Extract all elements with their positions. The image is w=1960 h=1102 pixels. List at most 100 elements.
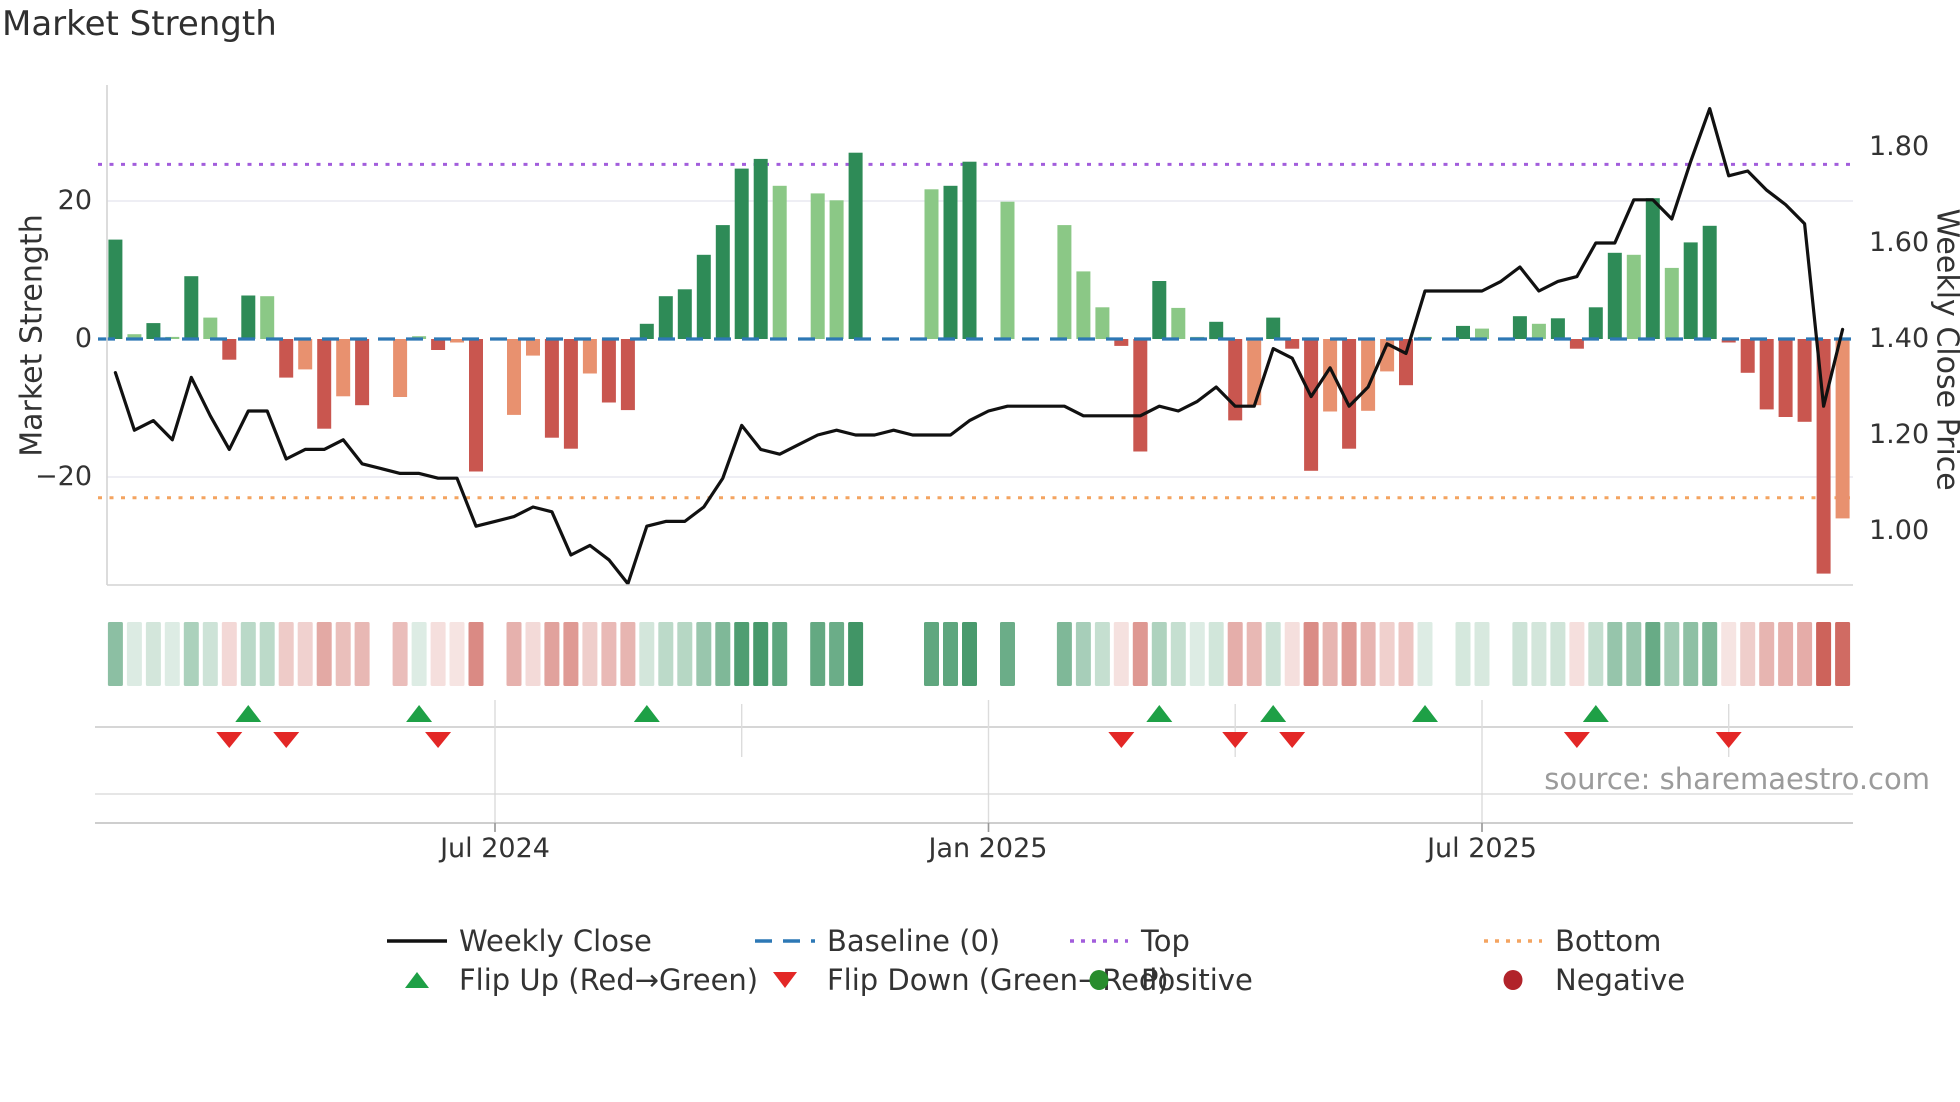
heatmap-cell bbox=[1246, 622, 1262, 686]
strength-bar bbox=[393, 339, 408, 397]
strength-bar bbox=[526, 339, 540, 356]
strength-bar bbox=[1683, 242, 1698, 339]
flip-down-triangle-icon bbox=[754, 969, 816, 991]
strength-bar bbox=[1152, 281, 1167, 339]
negative-dot-icon bbox=[1482, 969, 1544, 991]
heatmap-cell bbox=[164, 622, 180, 686]
strength-bar bbox=[1607, 252, 1622, 340]
strength-bar bbox=[1247, 339, 1262, 406]
heatmap-cell bbox=[354, 622, 370, 686]
flip-down-marker bbox=[1222, 732, 1249, 748]
strength-bar bbox=[469, 339, 483, 472]
strength-bar bbox=[1323, 339, 1338, 412]
strength-bar bbox=[146, 323, 161, 339]
strength-bar bbox=[962, 161, 977, 339]
flip-down-marker bbox=[1108, 732, 1135, 748]
heatmap-cell bbox=[145, 622, 161, 686]
positive-dot-icon bbox=[1068, 969, 1130, 991]
strength-bar bbox=[108, 239, 123, 339]
strength-bar bbox=[1626, 254, 1641, 339]
strength-bar bbox=[1702, 225, 1717, 339]
heatmap-cell bbox=[1645, 622, 1661, 686]
flip-up-marker bbox=[235, 705, 262, 722]
heatmap-cell bbox=[1721, 622, 1737, 686]
strength-bar bbox=[241, 295, 256, 339]
strength-bar bbox=[203, 317, 218, 339]
strength-bar bbox=[1304, 339, 1319, 471]
flip-up-triangle-icon bbox=[386, 969, 448, 991]
heatmap-cell bbox=[1151, 622, 1167, 686]
plot-spines bbox=[106, 85, 1853, 586]
baseline-dash-swatch bbox=[754, 930, 816, 952]
heatmap-cell bbox=[1740, 622, 1756, 686]
heatmap-cell bbox=[468, 622, 484, 686]
strength-bar bbox=[582, 339, 597, 374]
left-tick-20: 20 bbox=[57, 185, 92, 216]
heatmap-cell bbox=[620, 622, 636, 686]
source-credit: source: sharemaestro.com bbox=[1544, 762, 1930, 796]
strength-bars-layer bbox=[108, 152, 1850, 574]
heatmap-cell bbox=[1569, 622, 1585, 686]
strength-bar bbox=[829, 200, 844, 339]
weekly-close-line-swatch bbox=[386, 930, 448, 952]
heatmap-cell bbox=[183, 622, 199, 686]
flip-down-marker bbox=[273, 732, 300, 748]
legend-negative: Negative bbox=[1482, 963, 1685, 997]
strength-bar bbox=[1797, 339, 1812, 422]
legend-flip-up: Flip Up (Red→Green) bbox=[386, 963, 759, 997]
chart-title: Market Strength bbox=[2, 4, 277, 44]
heatmap-cell bbox=[1113, 622, 1129, 686]
strength-bar bbox=[1285, 339, 1300, 349]
heatmap-cell bbox=[810, 622, 826, 686]
date-tick-jul-2025: Jul 2025 bbox=[1427, 833, 1537, 864]
strength-bar bbox=[924, 189, 939, 339]
heatmap-cell bbox=[107, 622, 123, 686]
strength-bar bbox=[1228, 339, 1243, 421]
strength-bar bbox=[715, 225, 730, 339]
heatmap-cell bbox=[392, 622, 408, 686]
heatmap-cell bbox=[753, 622, 769, 686]
strength-bar bbox=[1266, 317, 1281, 339]
heatmap-cell bbox=[1474, 622, 1490, 686]
date-tick-jan-2025: Jan 2025 bbox=[928, 833, 1048, 864]
left-tick-0: 0 bbox=[74, 323, 92, 354]
heatmap-cell bbox=[1683, 622, 1699, 686]
strength-bar bbox=[1645, 198, 1660, 339]
legend-label: Flip Down (Green→Red) bbox=[827, 963, 1169, 997]
heatmap-cell bbox=[1303, 622, 1319, 686]
heatmap-cell bbox=[506, 622, 522, 686]
heatmap-cell bbox=[734, 622, 750, 686]
strength-bar bbox=[639, 323, 654, 339]
legend-weekly-close: Weekly Close bbox=[386, 924, 652, 958]
heatmap-cell bbox=[563, 622, 579, 686]
legend-label: Weekly Close bbox=[459, 924, 652, 958]
strength-bar bbox=[810, 193, 825, 339]
flip-up-marker bbox=[1260, 705, 1287, 722]
strength-bar bbox=[279, 339, 294, 378]
heatmap-cell bbox=[1227, 622, 1243, 686]
strength-bar bbox=[1588, 307, 1603, 339]
heatmap-cell bbox=[1379, 622, 1395, 686]
heatmap-cell bbox=[411, 622, 427, 686]
heatmap-cell bbox=[715, 622, 731, 686]
flip-down-marker bbox=[425, 732, 452, 748]
strength-bar bbox=[1057, 225, 1072, 339]
bottom-dotted-swatch bbox=[1482, 930, 1544, 952]
legend-label: Baseline (0) bbox=[827, 924, 1001, 958]
strength-bar bbox=[696, 254, 711, 339]
legend-label: Flip Up (Red→Green) bbox=[459, 963, 759, 997]
strength-bar bbox=[1475, 328, 1489, 339]
flip-markers-layer bbox=[95, 700, 1853, 831]
strength-bar bbox=[753, 158, 768, 339]
strength-bar bbox=[1721, 339, 1736, 343]
legend-flip-down: Flip Down (Green→Red) bbox=[754, 963, 1169, 997]
legend-label: Positive bbox=[1141, 963, 1253, 997]
strength-bar bbox=[658, 296, 673, 339]
heatmap-cell bbox=[525, 622, 541, 686]
heatmap-cell bbox=[1702, 622, 1718, 686]
strength-bar bbox=[601, 339, 616, 403]
flip-down-marker bbox=[1715, 732, 1742, 748]
heatmap-cell bbox=[259, 622, 275, 686]
flip-down-marker bbox=[1563, 732, 1590, 748]
